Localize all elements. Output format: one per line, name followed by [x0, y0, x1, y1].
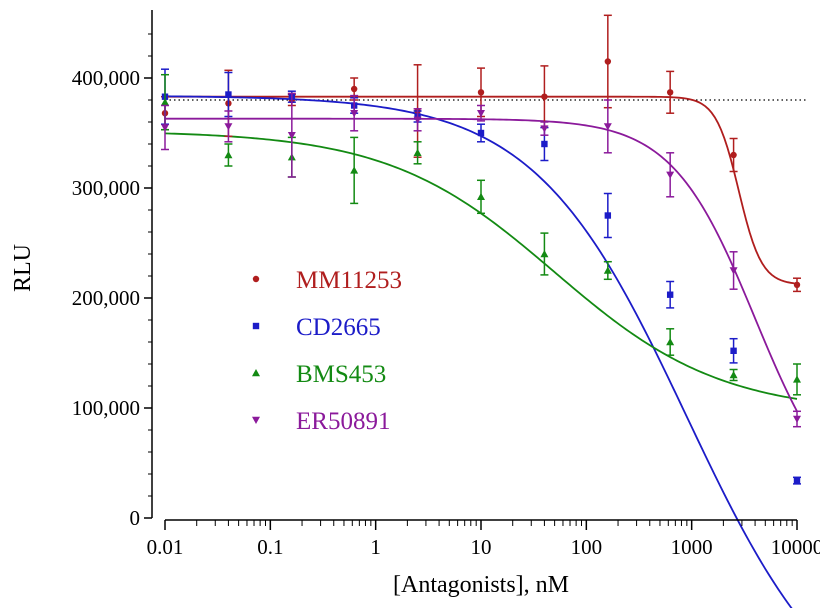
data-point-BMS453 [350, 166, 359, 174]
data-point-MM11253 [666, 89, 674, 96]
fit-curve-BMS453 [164, 132, 798, 400]
data-point-MM11253 [793, 281, 801, 288]
legend-label: MM11253 [296, 267, 402, 294]
x-tick-label: 100 [571, 535, 603, 559]
fit-curve-ER50891 [165, 117, 798, 412]
data-point-CD2665 [604, 212, 612, 219]
data-point-CD2665 [730, 347, 737, 354]
data-point-BMS453 [477, 192, 485, 200]
y-tick-label: 0 [130, 506, 141, 530]
data-point-BMS453 [603, 266, 612, 274]
x-tick-label: 10 [471, 535, 492, 559]
data-point-CD2665 [225, 91, 232, 98]
data-point-CD2665 [541, 140, 548, 148]
data-point-CD2665 [666, 291, 674, 298]
legend-marker-MM11253 [252, 275, 260, 283]
fit-curve-CD2665 [164, 95, 793, 608]
data-point-MM11253 [541, 93, 548, 100]
data-point-BMS453 [413, 148, 422, 156]
x-tick-label: 1 [370, 535, 381, 559]
plot-area [161, 14, 808, 608]
legend-marker-BMS453 [252, 369, 260, 377]
y-tick-label: 200,000 [72, 286, 140, 310]
data-point-MM11253 [350, 85, 358, 93]
data-point-BMS453 [224, 151, 233, 159]
data-point-BMS453 [540, 250, 549, 258]
legend-label: CD2665 [296, 314, 381, 341]
data-point-ER50891 [729, 267, 738, 275]
x-axis-title: [Antagonists], nM [393, 572, 569, 598]
data-point-MM11253 [730, 151, 737, 159]
data-point-BMS453 [161, 98, 169, 106]
data-point-ER50891 [350, 110, 359, 118]
data-point-CD2665 [793, 477, 801, 484]
x-tick-label: 0.01 [147, 535, 184, 559]
legend-label: ER50891 [296, 408, 390, 435]
data-point-ER50891 [287, 132, 296, 140]
x-tick-label: 10000 [771, 535, 820, 559]
axes: 0 100,000 200,000 300,000 400,000 0.01 0.1 1 10 1… [72, 10, 820, 559]
data-point-ER50891 [413, 116, 422, 124]
data-point-ER50891 [603, 123, 612, 131]
y-tick-label: 400,000 [72, 66, 140, 90]
data-point-ER50891 [477, 110, 485, 118]
data-point-ER50891 [666, 171, 675, 179]
legend-label: BMS453 [296, 361, 386, 388]
y-tick-label: 100,000 [72, 396, 140, 420]
data-point-ER50891 [161, 124, 169, 132]
x-tick-label: 1000 [671, 535, 713, 559]
x-tick-label: 0.1 [257, 535, 283, 559]
data-point-BMS453 [793, 375, 801, 383]
data-point-ER50891 [793, 415, 801, 423]
legend-marker-ER50891 [252, 416, 260, 424]
data-point-ER50891 [540, 125, 549, 133]
data-point-ER50891 [224, 123, 233, 131]
data-point-BMS453 [666, 338, 675, 346]
legend: MM11253 CD2665 BMS453 ER50891 [252, 267, 402, 435]
y-tick-label: 300,000 [72, 176, 140, 200]
data-point-MM11253 [604, 58, 612, 65]
y-axis-title: RLU [10, 244, 36, 292]
data-point-MM11253 [477, 89, 485, 96]
data-point-BMS453 [729, 371, 738, 379]
data-point-CD2665 [477, 129, 485, 137]
legend-marker-CD2665 [252, 322, 260, 330]
